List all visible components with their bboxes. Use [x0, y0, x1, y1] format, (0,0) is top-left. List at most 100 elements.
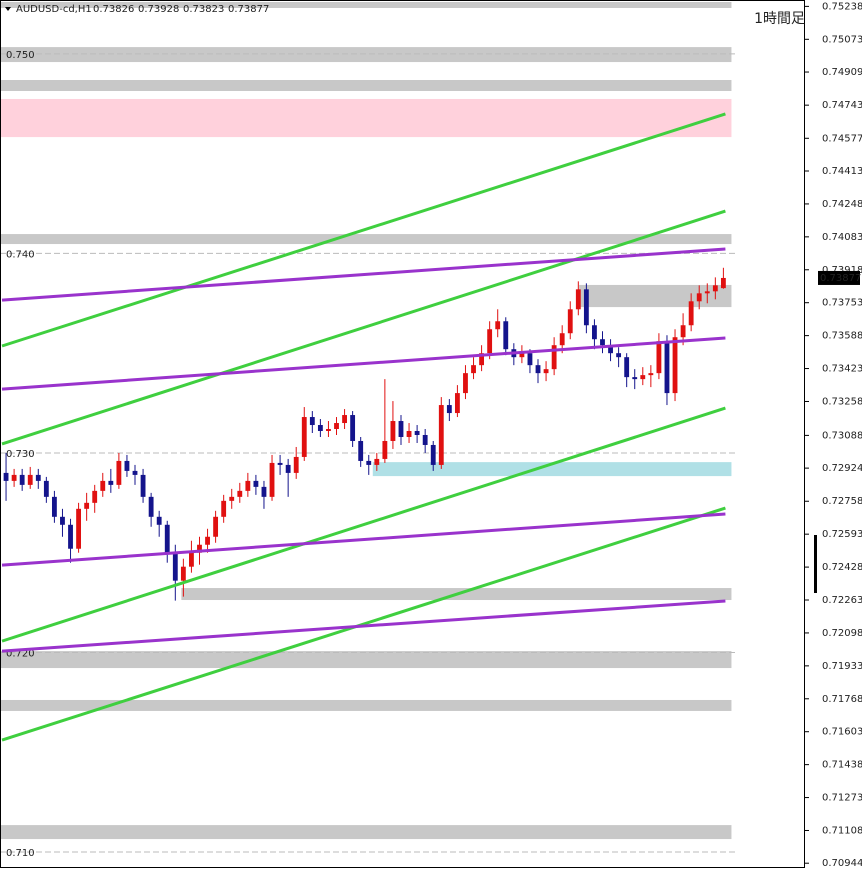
candle [720, 267, 726, 289]
candle [454, 385, 460, 418]
candle [269, 454, 275, 501]
candle-body [35, 474, 41, 481]
candle [624, 353, 630, 388]
candle [51, 490, 57, 523]
candle-body [624, 357, 630, 378]
candle [148, 492, 154, 527]
y-tick-label: 0.72924 [822, 463, 862, 474]
candle-body [213, 516, 219, 537]
candle [374, 452, 380, 471]
candle [43, 476, 49, 503]
trend-line [1, 406, 726, 643]
menu-arrow[interactable] [5, 7, 11, 11]
y-tick-label: 0.70944 [822, 858, 862, 869]
candle-body [438, 405, 444, 465]
y-tick-label: 0.72758 [822, 496, 862, 507]
candle [414, 425, 420, 443]
candle [221, 494, 227, 523]
candle [543, 361, 549, 382]
price-zone [0, 98, 732, 138]
candle [301, 407, 307, 461]
candle-body [51, 496, 57, 517]
candle [366, 454, 372, 475]
candle [27, 466, 33, 489]
ohlc-low: 0.73823 [183, 4, 224, 15]
candle-body [293, 456, 299, 473]
level-label: 0.740 [6, 249, 35, 260]
candle-body [454, 393, 460, 414]
y-tick-label: 0.73753 [822, 298, 862, 309]
candles [3, 267, 726, 601]
y-tick-label: 0.74743 [822, 100, 862, 111]
candle [164, 520, 170, 563]
candle [205, 528, 210, 553]
candle-body [696, 293, 702, 302]
level-label: 0.720 [6, 648, 35, 659]
candle [253, 474, 259, 495]
candle-body [221, 500, 227, 517]
y-tick-label: 0.72593 [822, 529, 862, 540]
candle [688, 293, 694, 332]
candle-body [132, 470, 138, 475]
level-label: 0.710 [6, 848, 35, 859]
candle-body [60, 516, 65, 525]
y-tick-label: 0.74413 [822, 166, 862, 177]
candle-body [19, 474, 25, 485]
candle-body [100, 480, 106, 491]
y-tick-label: 0.75073 [822, 34, 862, 45]
candle-body [237, 490, 243, 497]
candle-body [559, 333, 565, 346]
candle [342, 409, 347, 430]
candle-body [616, 353, 622, 358]
candle-body [430, 444, 436, 465]
candle-body [116, 460, 122, 485]
candle-body [640, 375, 646, 380]
candle-body [519, 353, 525, 358]
candle-body [156, 516, 162, 525]
candle-body [487, 329, 493, 354]
candle-body [471, 365, 476, 374]
y-tick-label: 0.71108 [822, 825, 862, 836]
candle-body [495, 321, 501, 330]
candle [189, 540, 194, 573]
price-zone [0, 651, 732, 669]
price-axis: 0.75238 0.75073 0.74909 0.74743 0.74577 0.744… [805, 1, 862, 869]
candle-body [382, 440, 388, 459]
candle-body [124, 460, 130, 471]
candle-body [672, 337, 678, 394]
candle-body [720, 277, 726, 289]
y-tick-label: 0.74909 [822, 67, 862, 78]
candle-body [527, 353, 533, 366]
candle [495, 309, 501, 338]
y-tick-label: 0.72428 [822, 562, 862, 573]
candle-body [406, 431, 412, 437]
candle [648, 365, 654, 388]
candle-body [583, 289, 589, 326]
y-tick-label: 0.75238 [822, 1, 862, 12]
candle [616, 347, 622, 368]
candle-body [551, 345, 557, 370]
candle [11, 468, 17, 487]
candle-body [164, 524, 170, 553]
candle [567, 301, 573, 340]
candle [285, 458, 291, 497]
candle [463, 365, 468, 400]
candle [551, 337, 557, 376]
candle [471, 357, 476, 380]
candle [487, 321, 493, 360]
candle-body [189, 552, 194, 567]
price-zone [0, 699, 732, 711]
candle-body [543, 369, 549, 374]
candle-body [197, 544, 202, 553]
levels: 0.750 0.740 0.730 0.720 0.710 [0, 50, 735, 859]
y-tick-label: 0.71273 [822, 793, 862, 804]
candle [422, 429, 428, 453]
candle [592, 319, 597, 350]
candle [35, 468, 41, 489]
candle [229, 488, 235, 509]
trend-line [1, 247, 726, 302]
candle-body [632, 377, 638, 380]
indicator-mark [814, 535, 817, 593]
